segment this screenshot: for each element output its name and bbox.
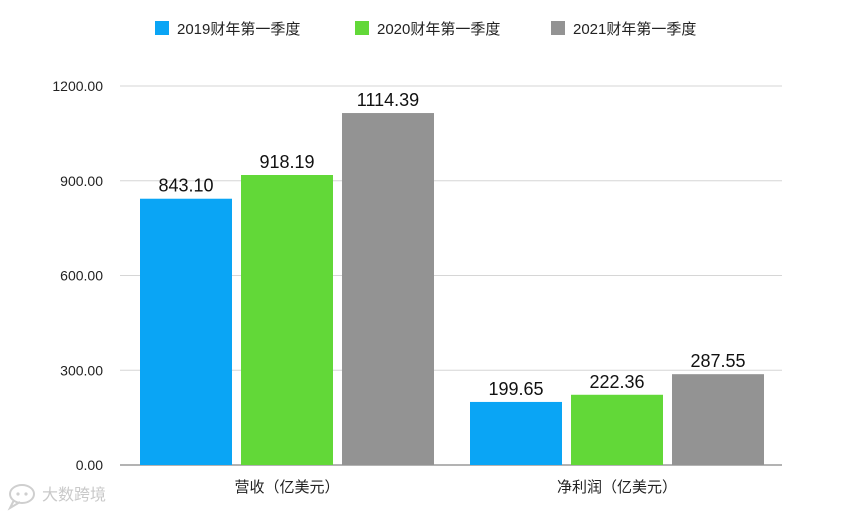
y-tick-label: 0.00	[76, 457, 103, 473]
value-label: 843.10	[158, 176, 213, 196]
x-category-label: 净利润（亿美元）	[557, 479, 677, 496]
value-label: 199.65	[488, 379, 543, 399]
bars	[140, 113, 764, 466]
bar	[140, 198, 232, 465]
x-category-label: 营收（亿美元）	[234, 479, 339, 496]
value-label: 287.55	[690, 351, 745, 371]
legend-swatch-2020	[355, 21, 369, 35]
value-label: 918.19	[259, 152, 314, 172]
legend-item-2019[interactable]: 2019财年第一季度	[155, 20, 300, 38]
value-label: 1114.39	[357, 90, 419, 110]
chat-bubble-logo-icon	[7, 484, 35, 511]
legend-label-2019: 2019财年第一季度	[177, 20, 300, 38]
watermark-text: 大数跨境	[42, 485, 106, 504]
bar	[470, 401, 562, 465]
legend-swatch-2019	[155, 21, 169, 35]
legend-label-2021: 2021财年第一季度	[573, 20, 696, 38]
y-tick-label: 600.00	[60, 268, 103, 284]
legend-label-2020: 2020财年第一季度	[377, 20, 500, 38]
watermark: 大数跨境	[7, 484, 106, 511]
legend-item-2021[interactable]: 2021财年第一季度	[551, 20, 696, 38]
y-tick-label: 300.00	[60, 362, 103, 378]
bar	[571, 394, 663, 465]
legend-item-2020[interactable]: 2020财年第一季度	[355, 20, 500, 38]
bar	[672, 374, 764, 465]
y-axis-ticks: 0.00 300.00 600.00 900.00 1200.00	[52, 78, 103, 473]
legend-swatch-2021	[551, 21, 565, 35]
y-tick-label: 1200.00	[52, 78, 103, 94]
legend: 2019财年第一季度 2020财年第一季度 2021财年第一季度	[155, 20, 696, 38]
bar	[241, 175, 333, 465]
y-tick-label: 900.00	[60, 173, 103, 189]
bar	[342, 113, 434, 466]
value-label: 222.36	[589, 372, 644, 392]
value-labels: 843.10 199.65 918.19 222.36 1114.39 287.55	[158, 90, 745, 399]
x-axis-categories: 营收（亿美元） 净利润（亿美元）	[234, 479, 677, 496]
